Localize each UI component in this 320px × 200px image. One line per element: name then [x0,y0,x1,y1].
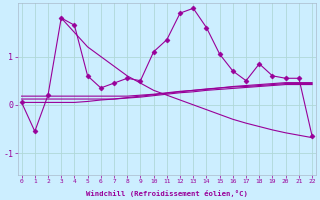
X-axis label: Windchill (Refroidissement éolien,°C): Windchill (Refroidissement éolien,°C) [86,190,248,197]
